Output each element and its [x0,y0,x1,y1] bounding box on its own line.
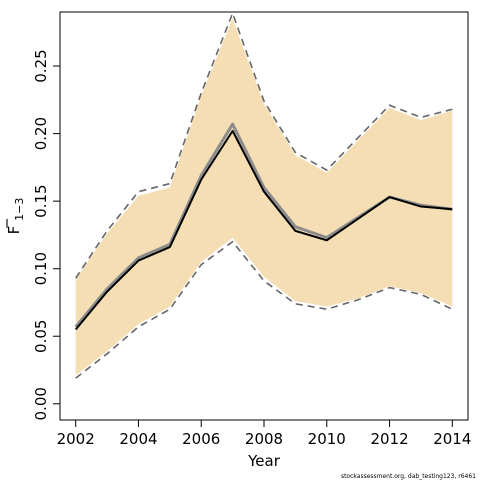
upper-bound-dashed-line [75,11,453,279]
x-tick-label: 2010 [308,430,346,448]
black-estimate-line [74,129,453,331]
y-axis: 0.00 0.05 0.10 0.15 0.20 0.25 [32,49,60,420]
x-axis: 2002 2004 2006 2008 2010 2012 2014 [57,420,471,448]
x-tick-label: 2002 [57,430,95,448]
y-tick-label: 0.10 [32,252,50,285]
x-axis-title: Year [247,452,281,470]
footer-text: stockassessment.org, dab_testing123, r64… [341,473,476,480]
y-axis-title: F 1−3 [5,198,26,235]
y-tick-label: 0.20 [32,117,50,150]
x-tick-label: 2014 [433,430,471,448]
y-axis-title-subscript: 1−3 [13,198,26,221]
plot-area [74,11,453,379]
y-tick-label: 0.25 [32,49,50,82]
y-tick-label: 0.05 [32,320,50,353]
y-axis-title-main: F [5,226,23,235]
x-tick-label: 2004 [119,430,157,448]
svg-text:F 1−3: F 1−3 [5,198,26,235]
confidence-band [75,18,453,376]
lower-bound-dashed-line [75,240,453,379]
x-tick-label: 2008 [245,430,283,448]
y-tick-label: 0.00 [32,387,50,420]
y-tick-label: 0.15 [32,184,50,217]
x-tick-label: 2012 [370,430,408,448]
x-tick-label: 2006 [182,430,220,448]
